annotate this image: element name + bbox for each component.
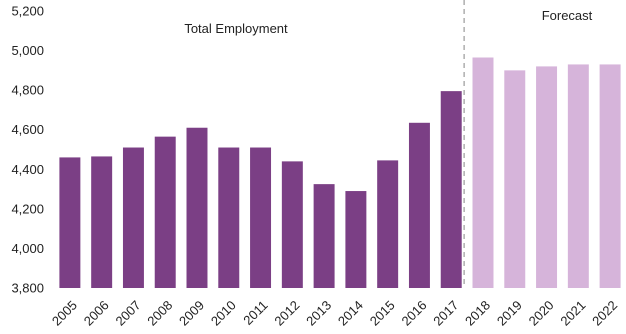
bar-2015 [377, 160, 399, 288]
x-tick-label: 2019 [494, 298, 525, 329]
y-tick-label: 5,200 [11, 4, 44, 19]
bar-2006 [91, 156, 113, 288]
x-tick-label: 2012 [271, 298, 302, 329]
x-tick-label: 2015 [367, 298, 398, 329]
x-tick-label: 2021 [557, 298, 588, 329]
bar-2011 [250, 147, 272, 288]
y-tick-label: 5,000 [11, 43, 44, 58]
bar-2009 [186, 127, 208, 289]
forecast-label: Forecast [542, 8, 593, 23]
x-tick-label: 2005 [49, 298, 80, 329]
bar-2020 [536, 66, 558, 289]
bar-2016 [408, 122, 430, 288]
x-tick-label: 2018 [462, 298, 493, 329]
bar-2021 [567, 64, 589, 288]
y-tick-label: 4,200 [11, 201, 44, 216]
x-tick-label: 2016 [399, 298, 430, 329]
y-tick-label: 3,800 [11, 281, 44, 296]
bar-2010 [218, 147, 240, 288]
x-tick-label: 2022 [589, 298, 620, 329]
x-tick-label: 2013 [303, 298, 334, 329]
y-tick-label: 4,400 [11, 162, 44, 177]
x-axis: 2005 2006 2007 2008 2009 2010 2011 2012 2013 2014… [49, 298, 620, 329]
bar-2017 [440, 91, 462, 288]
bar-2005 [59, 157, 81, 288]
x-tick-label: 2010 [208, 298, 239, 329]
x-tick-label: 2020 [526, 298, 557, 329]
x-tick-label: 2014 [335, 298, 366, 329]
x-tick-label: 2008 [144, 298, 175, 329]
x-tick-label: 2007 [113, 298, 144, 329]
x-tick-label: 2006 [81, 298, 112, 329]
x-tick-label: 2011 [240, 298, 270, 328]
x-tick-label: 2017 [430, 298, 461, 329]
y-tick-label: 4,000 [11, 241, 44, 256]
y-tick-label: 4,800 [11, 83, 44, 98]
x-tick-label: 2009 [176, 298, 207, 329]
bar-2019 [504, 70, 526, 288]
bar-2007 [122, 147, 144, 288]
bar-2008 [154, 136, 176, 288]
bar-2018 [472, 57, 494, 288]
y-tick-label: 4,600 [11, 122, 44, 137]
total-employment-label: Total Employment [184, 21, 288, 36]
y-axis: 3,800 4,000 4,200 4,400 4,600 4,800 5,000 5,200 [11, 4, 44, 296]
bar-2014 [345, 191, 367, 288]
bar-2013 [313, 184, 335, 289]
bar-2012 [281, 161, 303, 288]
bar-2022 [599, 64, 621, 288]
bars [59, 57, 621, 289]
